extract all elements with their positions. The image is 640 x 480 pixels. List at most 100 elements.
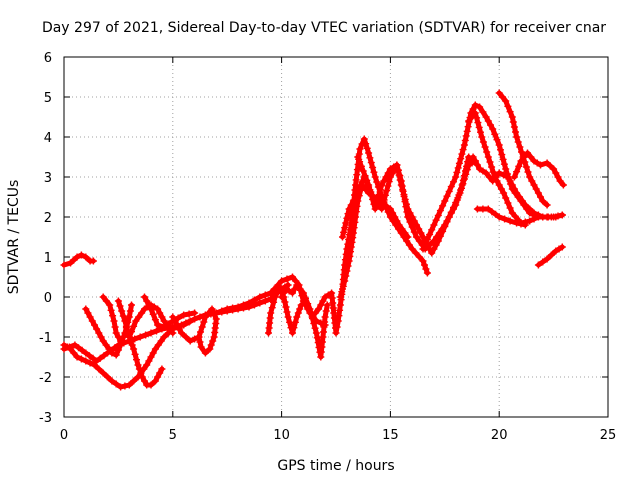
data-point <box>117 383 125 391</box>
data-point <box>128 341 136 349</box>
data-point <box>419 245 427 253</box>
data-point <box>357 162 365 170</box>
data-point <box>332 329 340 337</box>
data-point <box>151 316 159 324</box>
data-point <box>463 127 471 135</box>
data-point <box>510 173 518 181</box>
data-point <box>530 209 538 217</box>
data-point <box>156 309 164 317</box>
data-point <box>296 285 304 293</box>
data-point <box>135 313 143 321</box>
data-point <box>495 89 503 97</box>
data-point <box>506 204 514 212</box>
data-point <box>450 203 457 211</box>
data-point <box>151 345 159 353</box>
data-point <box>84 309 92 317</box>
data-point <box>479 108 487 116</box>
data-point <box>394 166 402 174</box>
data-point <box>356 183 364 191</box>
data-point <box>469 153 477 161</box>
data-point <box>477 128 484 136</box>
data-point <box>367 191 375 199</box>
data-point <box>112 351 120 359</box>
data-point <box>501 215 509 223</box>
data-point <box>443 218 451 226</box>
data-point <box>452 173 460 181</box>
data-point <box>475 123 483 131</box>
y-tick-label: 5 <box>44 91 52 106</box>
data-point <box>96 354 104 362</box>
data-point <box>118 307 126 315</box>
data-point <box>201 313 209 321</box>
data-point <box>410 228 418 236</box>
data-point <box>484 117 492 125</box>
data-point <box>77 251 85 259</box>
data-point <box>500 189 508 197</box>
data-point <box>291 318 299 326</box>
data-point <box>185 318 193 326</box>
data-point <box>366 186 374 194</box>
data-point <box>422 265 430 273</box>
series-track-16 <box>354 153 479 257</box>
data-point <box>347 201 355 209</box>
series-trace <box>496 90 550 208</box>
data-point <box>125 333 133 341</box>
series-track-2 <box>60 317 194 391</box>
y-tick-label: -1 <box>39 331 52 346</box>
data-point <box>207 341 215 349</box>
data-point <box>86 313 94 321</box>
data-point <box>530 181 538 189</box>
data-point <box>121 382 129 390</box>
data-point <box>126 307 134 315</box>
data-point <box>73 253 81 261</box>
data-point <box>408 223 416 231</box>
data-point <box>465 161 473 169</box>
data-point <box>404 233 412 241</box>
data-point <box>415 225 423 233</box>
data-point <box>518 148 525 156</box>
data-point <box>160 317 168 325</box>
data-point <box>344 210 352 218</box>
data-point <box>513 219 521 227</box>
data-point <box>486 158 494 166</box>
data-point <box>436 207 444 215</box>
data-point <box>453 168 461 176</box>
data-point <box>499 155 507 163</box>
data-point <box>506 217 514 225</box>
data-point <box>534 189 542 197</box>
data-point <box>552 169 560 177</box>
data-point <box>93 357 101 365</box>
data-point <box>468 113 476 121</box>
data-point <box>147 381 155 389</box>
data-point <box>201 349 209 357</box>
x-tick-label: 25 <box>600 428 617 443</box>
data-point <box>439 202 447 210</box>
data-point <box>195 333 203 341</box>
data-point <box>125 381 133 389</box>
data-point <box>432 241 440 249</box>
data-point <box>522 163 530 171</box>
data-point <box>95 329 103 337</box>
data-point <box>60 261 68 269</box>
data-point <box>382 173 390 181</box>
data-point <box>454 194 462 202</box>
data-point <box>111 323 119 331</box>
data-point <box>521 201 529 209</box>
data-point <box>130 377 138 385</box>
data-point <box>415 253 423 261</box>
data-point <box>556 177 564 185</box>
data-point <box>408 245 416 253</box>
data-point <box>513 189 521 197</box>
data-point <box>143 361 151 369</box>
data-point <box>89 257 97 265</box>
gridlines <box>64 57 608 417</box>
data-point <box>75 344 82 352</box>
data-point <box>182 333 190 341</box>
data-point <box>487 121 494 129</box>
data-point <box>488 163 496 171</box>
data-point <box>495 213 503 221</box>
data-point <box>386 205 394 213</box>
plot-frame <box>63 56 609 418</box>
data-point <box>160 333 168 341</box>
data-point <box>171 317 179 325</box>
